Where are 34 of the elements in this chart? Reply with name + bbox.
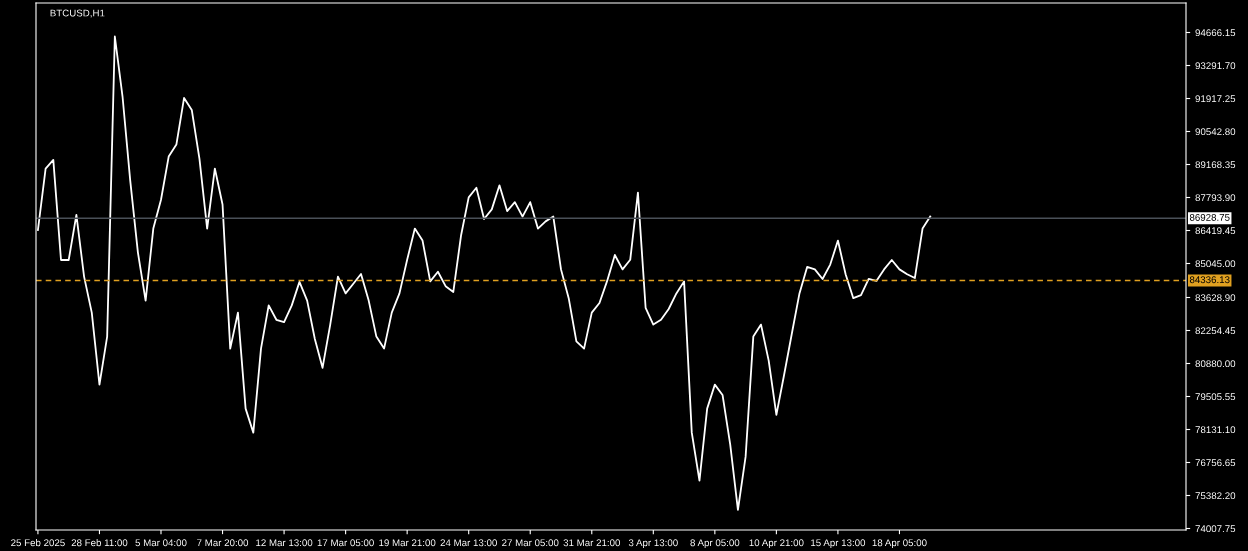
text: BTCUSD,H1: [50, 9, 105, 18]
y-tick-label: 94666.15: [1195, 29, 1236, 37]
x-tick-label: 8 Apr 05:00: [690, 539, 740, 549]
x-tick-label: 12 Mar 13:00: [256, 539, 313, 547]
y-tick-label: 76756.65: [1195, 459, 1236, 467]
x-tick-label: 31 Mar 21:00: [563, 539, 621, 547]
y-tick-label: 93291.70: [1195, 62, 1236, 70]
y-tick-label: 80880.00: [1195, 360, 1236, 368]
y-tick-label: 78131.10: [1195, 426, 1236, 434]
x-tick-label: 24 Mar 13:00: [440, 539, 497, 547]
x-tick-label: 15 Apr 13:00: [811, 539, 866, 549]
y-tick-label: 74007.75: [1195, 525, 1236, 533]
x-tick-label: 10 Apr 21:00: [749, 539, 804, 549]
y-tick-label: 86419.45: [1195, 227, 1236, 235]
y-tick-label: 89168.35: [1195, 161, 1236, 169]
y-tick-label: 75382.20: [1195, 492, 1236, 500]
y-tick-label: 79505.55: [1195, 393, 1236, 401]
x-tick-label: 3 Apr 13:00: [628, 539, 678, 549]
y-tick-label: 83628.90: [1195, 294, 1236, 302]
ref-line-label: 86928.75: [1189, 214, 1230, 221]
x-tick-label: 7 Mar 20:00: [197, 539, 249, 547]
x-tick-label: 18 Apr 05:00: [872, 539, 927, 549]
x-tick-label: 5 Mar 04:00: [135, 539, 187, 547]
x-tick-label: 25 Feb 2025: [11, 539, 65, 547]
y-tick-label: 85045.00: [1195, 260, 1236, 268]
ref-line-label: 84336.13: [1189, 276, 1230, 284]
x-tick-label: 28 Feb 11:00: [71, 539, 128, 547]
y-tick-label: 91917.25: [1195, 95, 1236, 103]
x-tick-label: 17 Mar 05:00: [317, 539, 374, 547]
x-tick-label: 19 Mar 21:00: [379, 539, 436, 547]
y-tick-label: 82254.45: [1195, 327, 1236, 335]
y-tick-label: 90542.80: [1195, 128, 1236, 136]
y-tick-label: 87793.90: [1195, 194, 1236, 202]
x-tick-label: 27 Mar 05:00: [502, 539, 559, 547]
